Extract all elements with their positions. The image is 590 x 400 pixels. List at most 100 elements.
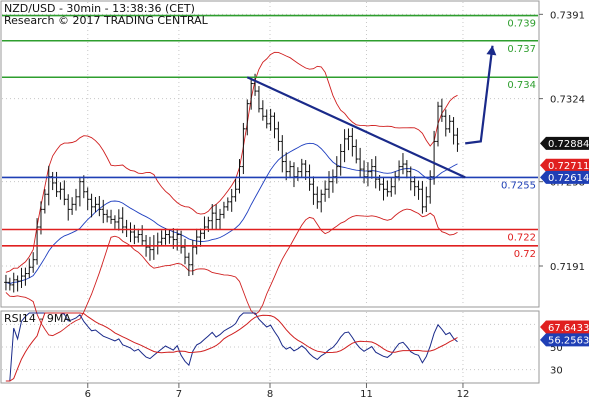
price-bar (93, 197, 98, 213)
price-bar (327, 171, 331, 199)
price-bar (440, 98, 444, 122)
price-bar (218, 208, 222, 230)
price-bar (179, 230, 183, 254)
price-bar (4, 274, 8, 291)
price-bar (424, 186, 429, 212)
price-bar (381, 176, 386, 201)
price-bar (15, 275, 20, 292)
price-bar (202, 216, 207, 240)
price-bar (261, 100, 265, 121)
price-bar (85, 187, 90, 211)
price-tick-label: 0.7391 (550, 10, 585, 21)
price-bar (311, 176, 316, 205)
rsi-tick-label: 50 (550, 343, 563, 354)
price-bar (346, 128, 351, 151)
price-bar (284, 152, 288, 181)
price-bar (389, 177, 394, 197)
level-label: 0.737 (507, 44, 536, 55)
rsi-title: RSI14 - 9MA (4, 312, 71, 325)
price-bar (194, 228, 199, 255)
price-badge: 0.72614 (540, 170, 589, 184)
price-bar (264, 109, 269, 129)
price-bar (89, 193, 94, 218)
rsi-badge: 67.6433 (540, 320, 589, 334)
price-bar (342, 129, 347, 163)
price-bar (81, 175, 86, 199)
price-bar (354, 139, 359, 164)
price-bar (280, 135, 285, 173)
price-bar (370, 159, 374, 179)
price-bar (159, 230, 164, 247)
price-bar (315, 186, 320, 209)
level-label: 0.734 (507, 80, 536, 91)
projection-path (465, 45, 494, 145)
price-bar (405, 160, 409, 179)
level-label: 0.722 (507, 233, 536, 244)
price-bar (27, 258, 32, 278)
level-label: 0.7255 (501, 180, 536, 191)
price-bar (109, 209, 113, 224)
price-bar (233, 179, 238, 202)
time-tick-label: 7 (176, 389, 182, 400)
badge-shape (540, 158, 589, 172)
rsi-badge: 56.2563 (540, 333, 589, 347)
time-tick-label: 11 (360, 389, 373, 400)
price-bar (276, 121, 281, 151)
price-bar (451, 117, 456, 145)
price-bar (198, 228, 203, 247)
price-bar (350, 127, 355, 157)
price-tick-label: 0.7324 (550, 95, 585, 106)
price-bar (8, 277, 12, 291)
price-bar (420, 180, 425, 214)
time-tick-label: 12 (457, 389, 470, 400)
price-badge: 0.72711 (540, 158, 589, 172)
price-bar (74, 188, 78, 211)
price-bar (163, 228, 168, 245)
grid-lines (2, 2, 538, 382)
price-bar (148, 236, 152, 261)
price-bar (412, 176, 417, 197)
price-bar (408, 166, 413, 191)
trendline (246, 76, 466, 179)
time-axis: 6 7 8 11 12 (85, 383, 470, 400)
projection-arrow (465, 45, 497, 145)
price-bar (288, 160, 292, 179)
rsi-badge-shape (540, 320, 589, 334)
price-bar (257, 86, 261, 113)
price-bar (101, 199, 106, 224)
price-bar (58, 182, 63, 200)
price-bar (113, 215, 117, 229)
price-bar (455, 127, 460, 152)
price-bar (54, 171, 59, 197)
price-bar (140, 225, 144, 246)
price-bar (447, 115, 452, 133)
price-bar (105, 209, 109, 223)
price-bar (136, 228, 141, 243)
badge-label: 0.72711 (548, 161, 589, 172)
price-bar (385, 180, 390, 197)
price-bar (132, 224, 137, 245)
badge-shape (540, 136, 589, 150)
rsi-tick-label: 30 (550, 366, 563, 377)
price-bar (70, 197, 74, 215)
badge-label: 0.72614 (548, 173, 589, 184)
price-bar (299, 158, 304, 178)
level-label: 0.72 (514, 249, 536, 260)
chart-header-title: NZD/USD - 30min - 13:38:36 (CET) (4, 2, 195, 15)
price-tick-label: 0.7191 (550, 262, 585, 273)
time-tick-label: 8 (267, 389, 273, 400)
price-bar (62, 180, 67, 206)
price-bar (35, 218, 39, 265)
price-badge: 0.72884 (540, 136, 589, 150)
price-bar (358, 147, 362, 178)
price-bar (249, 78, 253, 110)
chart-header-copyright: Research © 2017 TRADING CENTRAL (4, 14, 209, 27)
middle-band (5, 142, 458, 285)
price-bar (226, 197, 230, 211)
upper-band (5, 51, 458, 273)
descending-trendline (246, 76, 466, 179)
price-bar (416, 180, 421, 200)
level-label: 0.739 (507, 19, 536, 30)
price-bar (229, 188, 234, 212)
